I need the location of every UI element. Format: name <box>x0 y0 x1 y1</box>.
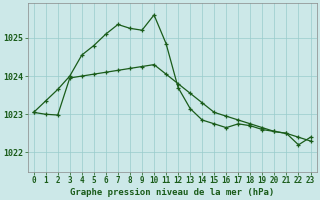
X-axis label: Graphe pression niveau de la mer (hPa): Graphe pression niveau de la mer (hPa) <box>70 188 274 197</box>
